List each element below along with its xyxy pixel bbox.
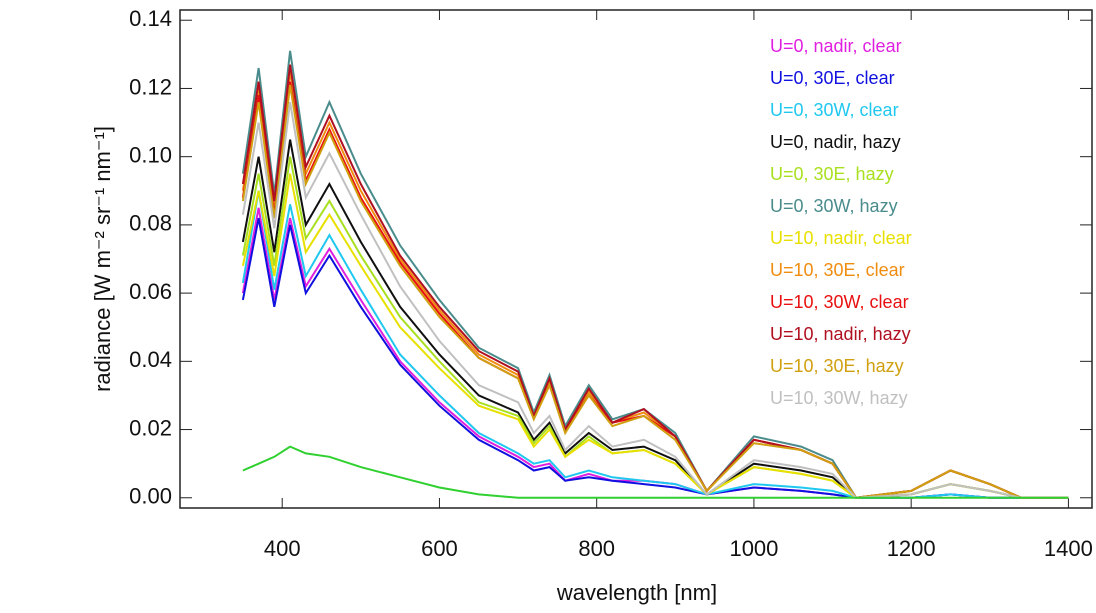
legend-entry: U=10, nadir, clear xyxy=(770,228,912,248)
y-tick-label: 0.02 xyxy=(129,415,172,440)
series-line xyxy=(241,71,1069,499)
legend-entry: U=10, 30E, hazy xyxy=(770,356,904,376)
y-axis-title: radiance [W m⁻² sr⁻¹ nm⁻¹] xyxy=(90,126,115,392)
x-tick-label: 800 xyxy=(578,536,615,561)
series-line xyxy=(241,101,1069,499)
x-tick-label: 1400 xyxy=(1044,536,1093,561)
y-tick-label: 0.08 xyxy=(129,211,172,236)
series-line xyxy=(241,81,1069,499)
y-tick-label: 0.10 xyxy=(129,142,172,167)
legend-entry: U=0, 30W, hazy xyxy=(770,196,898,216)
y-tick-label: 0.12 xyxy=(129,74,172,99)
series-line xyxy=(241,84,1069,499)
y-tick-label: 0.00 xyxy=(129,484,172,509)
x-tick-label: 1200 xyxy=(887,536,936,561)
y-tick-label: 0.06 xyxy=(129,279,172,304)
x-axis-title: wavelength [nm] xyxy=(556,580,717,605)
legend-entry: U=10, 30W, hazy xyxy=(770,388,908,408)
y-tick-label: 0.14 xyxy=(129,6,172,31)
plot-frame xyxy=(179,9,1093,509)
x-tick-label: 600 xyxy=(421,536,458,561)
legend-entry: U=10, 30W, clear xyxy=(770,292,909,312)
series-line xyxy=(241,64,1069,499)
series-line xyxy=(242,445,1069,499)
x-tick-label: 1000 xyxy=(729,536,778,561)
legend-entry: U=0, 30E, clear xyxy=(770,68,895,88)
legend-entry: U=10, 30E, clear xyxy=(770,260,905,280)
x-tick-label: 400 xyxy=(264,536,301,561)
legend-entry: U=0, nadir, clear xyxy=(770,36,902,56)
legend-entry: U=10, nadir, hazy xyxy=(770,324,911,344)
legend-entry: U=0, 30E, hazy xyxy=(770,164,894,184)
y-tick-label: 0.04 xyxy=(129,347,172,372)
legend-entry: U=0, 30W, clear xyxy=(770,100,899,120)
legend-entry: U=0, nadir, hazy xyxy=(770,132,901,152)
series-line xyxy=(241,173,1069,499)
